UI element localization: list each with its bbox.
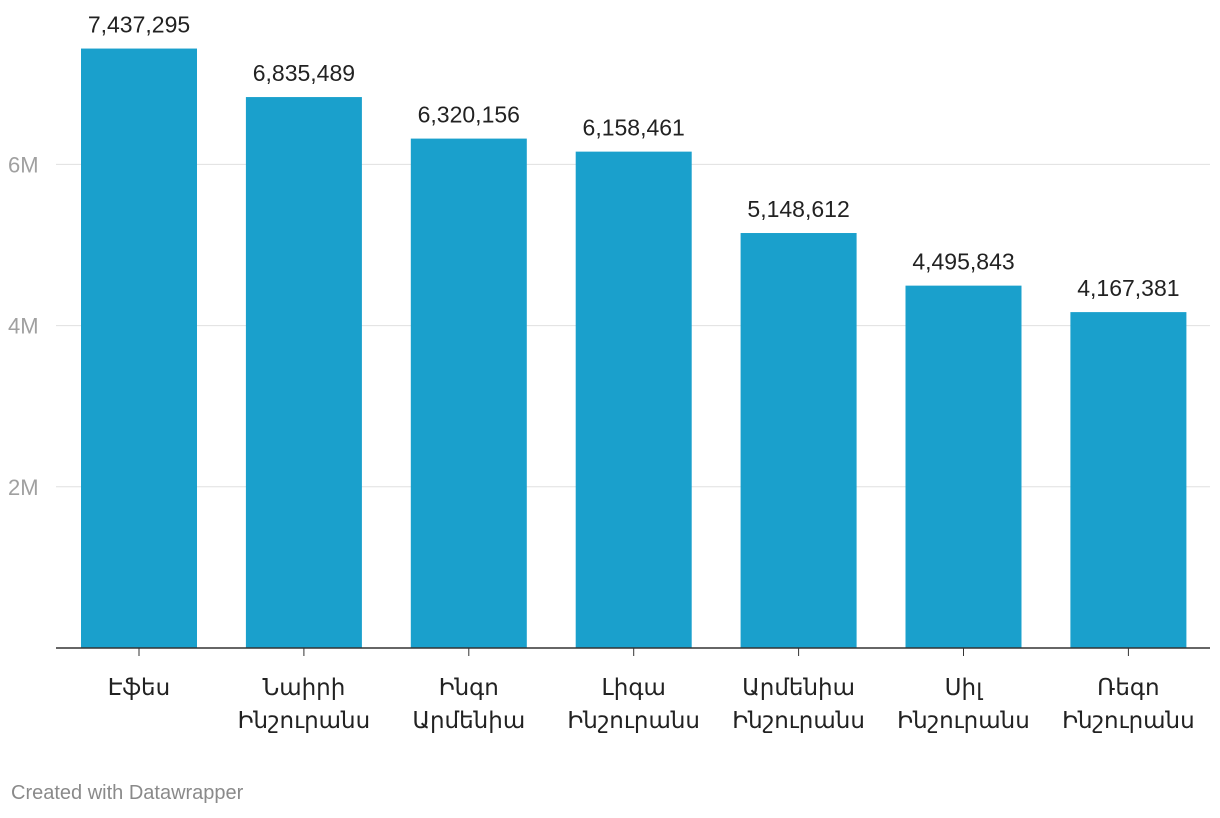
- x-tick-label: Արմենիա: [412, 708, 525, 734]
- bar: [740, 233, 857, 649]
- chart-credit: Created with Datawrapper: [11, 782, 244, 804]
- data-label: 6,835,489: [253, 60, 355, 86]
- x-tick-label: Սիլ: [945, 675, 983, 701]
- bar: [81, 48, 197, 649]
- bars-layer: [81, 48, 1187, 649]
- y-tick-label: 6M: [8, 152, 39, 177]
- x-tick-label: Նաիրի: [262, 675, 345, 701]
- x-tick-label: Ինշուրանս: [732, 708, 865, 734]
- x-tick-label: Ինշուրանս: [1062, 708, 1195, 734]
- bar: [410, 138, 527, 648]
- x-tick-label: Ինշուրանս: [567, 708, 700, 734]
- bar: [905, 285, 1022, 648]
- data-label: 5,148,612: [747, 196, 849, 222]
- bar: [245, 97, 362, 649]
- bar: [1070, 312, 1187, 648]
- y-tick-label: 4M: [8, 314, 39, 339]
- x-tick-label: Ռեգո: [1097, 675, 1160, 701]
- x-axis: Էֆես Նաիրի Ինշուրանս Ինգո Արմենիա Լիգա Ինշուրա…: [56, 647, 1210, 734]
- value-labels-layer: 7,437,295 6,835,489 6,320,156 6,158,461 5,14…: [88, 12, 1180, 302]
- y-tick-label: 2M: [8, 475, 39, 500]
- x-tick-label: Էֆես: [108, 675, 170, 701]
- x-tick-label: Ինշուրանս: [897, 708, 1030, 734]
- data-label: 4,495,843: [912, 249, 1014, 275]
- bar: [575, 151, 692, 648]
- x-tick-label: Ինգո: [439, 675, 499, 701]
- bar-chart: 2M 4M 6M 7,437,295 6,835,489 6,320,156 6,158,…: [8, 12, 1210, 734]
- data-label: 7,437,295: [88, 12, 190, 38]
- x-tick-label: Արմենիա: [742, 675, 855, 701]
- data-label: 4,167,381: [1077, 275, 1179, 301]
- x-tick-label: Լիգա: [602, 675, 666, 701]
- data-label: 6,158,461: [583, 115, 685, 141]
- data-label: 6,320,156: [418, 102, 520, 128]
- x-tick-label: Ինշուրանս: [238, 708, 371, 734]
